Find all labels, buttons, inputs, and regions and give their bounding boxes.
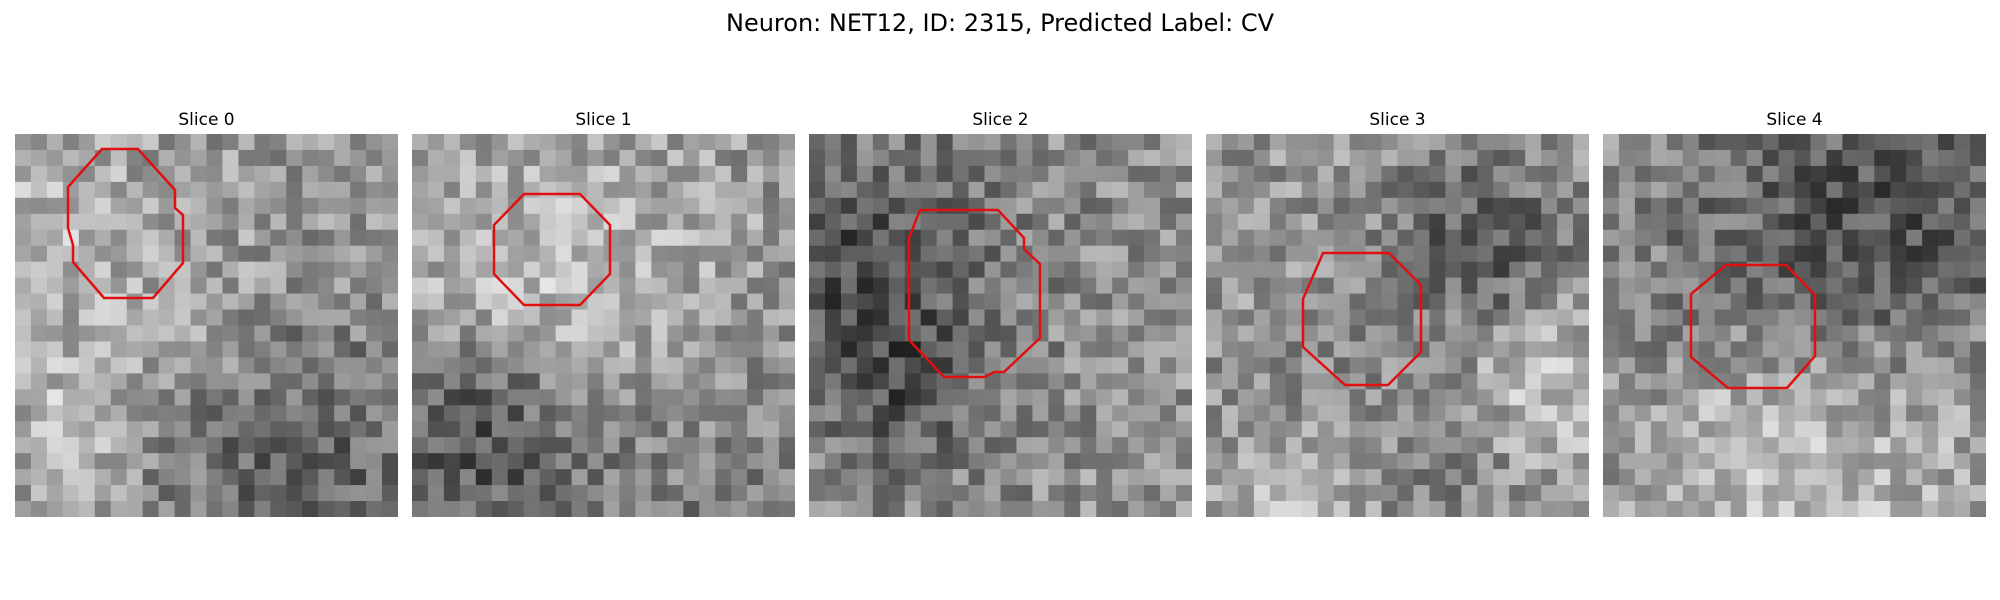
roi-outline	[907, 208, 1042, 379]
slice-panel-4: Slice 4	[1603, 108, 1986, 517]
slice-image	[809, 134, 1192, 517]
pixel-grid	[412, 134, 795, 517]
slice-panel-2: Slice 2	[809, 108, 1192, 517]
pixel-grid	[809, 134, 1192, 517]
slice-image	[1603, 134, 1986, 517]
slice-image	[412, 134, 795, 517]
roi-outline	[1301, 251, 1423, 387]
slice-title: Slice 0	[178, 110, 235, 130]
slice-title: Slice 3	[1369, 110, 1426, 130]
slice-image	[15, 134, 398, 517]
pixel-grid	[1206, 134, 1589, 517]
pixel-grid	[1603, 134, 1986, 517]
slice-title: Slice 2	[972, 110, 1029, 130]
slice-panel-1: Slice 1	[412, 108, 795, 517]
roi-outline	[66, 147, 185, 300]
slice-panel-0: Slice 0	[15, 108, 398, 517]
pixel-grid	[15, 134, 398, 517]
figure-title: Neuron: NET12, ID: 2315, Predicted Label…	[726, 9, 1274, 37]
slice-panel-3: Slice 3	[1206, 108, 1589, 517]
slice-title: Slice 4	[1766, 110, 1823, 130]
slice-title: Slice 1	[575, 110, 632, 130]
roi-outline	[492, 192, 612, 307]
slice-image	[1206, 134, 1589, 517]
roi-outline	[1689, 263, 1817, 390]
